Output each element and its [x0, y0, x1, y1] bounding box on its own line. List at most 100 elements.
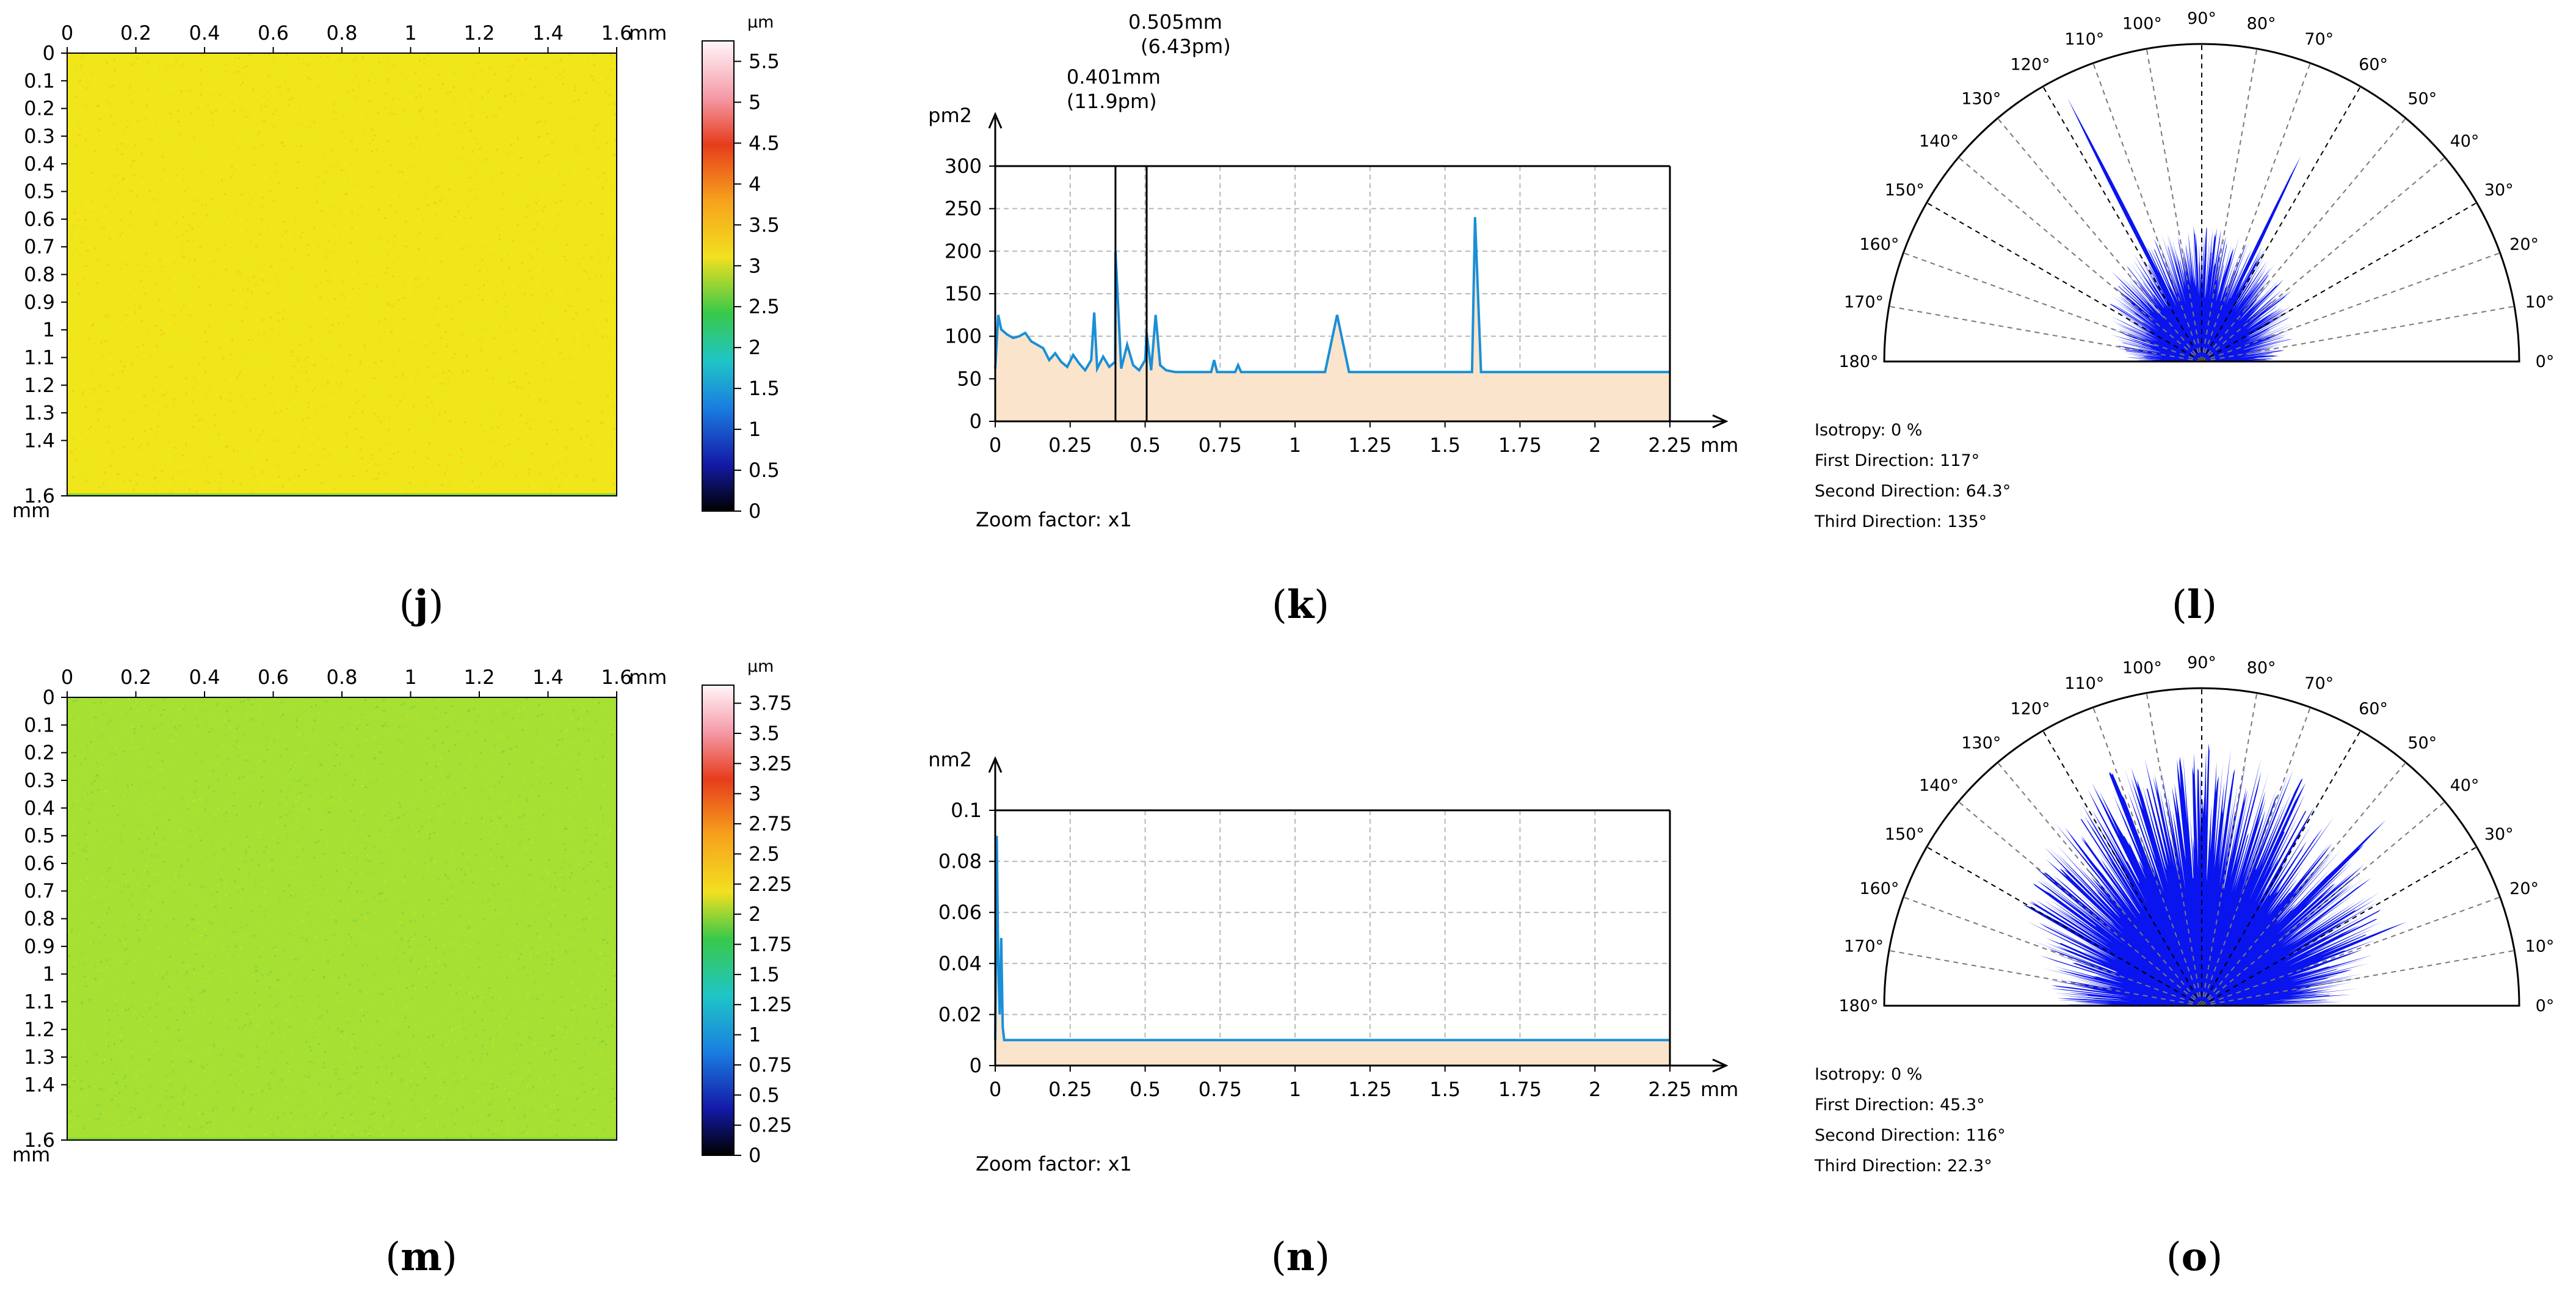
speckle-dot: [448, 774, 450, 776]
speckle-dot: [378, 463, 380, 466]
speckle-dot: [577, 54, 579, 57]
speckle-dot: [528, 473, 530, 475]
speckle-dot: [540, 181, 542, 184]
speckle-dot: [175, 834, 177, 836]
speckle-dot: [131, 981, 134, 984]
speckle-dot: [477, 142, 479, 145]
speckle-dot: [612, 483, 615, 485]
speckle-dot: [120, 1034, 122, 1036]
speckle-dot: [310, 310, 313, 313]
speckle-dot: [96, 128, 98, 131]
speckle-dot: [366, 992, 369, 994]
speckle-dot: [445, 337, 448, 340]
speckle-dot: [314, 1133, 316, 1135]
speckle-dot: [319, 797, 321, 800]
speckle-dot: [558, 173, 561, 175]
speckle-dot: [287, 1083, 289, 1085]
speckle-dot: [440, 261, 443, 263]
line-panel-k: 0 0.25 0.5 0.75 1 1.25 1.5 1.75 2 2.25 mm050100150…: [928, 10, 1738, 531]
speckle-dot: [274, 468, 277, 471]
speckle-dot: [387, 427, 389, 429]
speckle-dot: [234, 56, 237, 59]
speckle-dot: [434, 924, 436, 926]
speckle-dot: [570, 1009, 572, 1011]
x-axis-arrow: [1712, 414, 1729, 429]
speckle-dot: [496, 1033, 498, 1036]
speckle-dot: [85, 956, 87, 958]
speckle-dot: [269, 190, 271, 192]
speckle-dot: [614, 954, 616, 956]
speckle-dot: [187, 1108, 189, 1110]
speckle-dot: [296, 290, 297, 292]
speckle-dot: [162, 96, 165, 99]
speckle-dot: [255, 1061, 257, 1063]
speckle-dot: [241, 320, 244, 322]
speckle-dot: [326, 841, 328, 844]
speckle-dot: [544, 380, 546, 383]
speckle-dot: [351, 1135, 354, 1137]
speckle-dot: [521, 1011, 524, 1014]
speckle-dot: [508, 1092, 510, 1094]
speckle-dot: [371, 68, 373, 70]
speckle-dot: [344, 461, 346, 463]
speckle-dot: [279, 118, 281, 121]
speckle-dot: [445, 861, 447, 863]
speckle-dot: [79, 67, 82, 69]
speckle-dot: [476, 471, 479, 474]
speckle-dot: [161, 842, 164, 845]
speckle-dot: [554, 229, 557, 231]
speckle-dot: [443, 100, 444, 102]
speckle-dot: [460, 1063, 462, 1065]
speckle-dot: [340, 137, 343, 140]
speckle-dot: [327, 959, 329, 962]
speckle-dot: [423, 219, 424, 220]
speckle-dot: [158, 480, 160, 482]
speckle-dot: [346, 1033, 348, 1035]
speckle-dot: [258, 130, 261, 133]
speckle-dot: [418, 972, 421, 974]
speckle-dot: [535, 383, 537, 386]
speckle-dot: [421, 1097, 423, 1100]
speckle-dot: [506, 865, 508, 867]
speckle-dot: [153, 389, 155, 391]
speckle-dot: [435, 307, 437, 309]
speckle-dot: [297, 733, 299, 736]
speckle-dot: [435, 202, 437, 204]
speckle-dot: [416, 835, 418, 838]
speckle-dot: [596, 754, 598, 755]
speckle-dot: [463, 922, 465, 925]
speckle-dot: [467, 348, 470, 351]
speckle-dot: [610, 1100, 612, 1103]
speckle-dot: [192, 240, 195, 242]
speckle-dot: [371, 1043, 373, 1045]
speckle-dot: [557, 796, 560, 799]
speckle-dot: [508, 801, 510, 803]
speckle-dot: [427, 736, 429, 739]
speckle-dot: [95, 701, 97, 703]
speckle-dot: [402, 245, 404, 247]
speckle-dot: [286, 70, 288, 73]
speckle-dot: [103, 109, 105, 111]
speckle-dot: [476, 854, 478, 857]
speckle-dot: [272, 1103, 275, 1105]
speckle-dot: [402, 60, 405, 63]
speckle-dot: [421, 267, 423, 270]
speckle-dot: [556, 1109, 559, 1111]
speckle-dot: [403, 297, 405, 299]
speckle-dot: [388, 429, 390, 431]
speckle-dot: [499, 1023, 501, 1026]
speckle-dot: [84, 227, 86, 230]
speckle-dot: [137, 834, 139, 837]
speckle-dot: [303, 427, 305, 429]
speckle-dot: [578, 480, 581, 482]
speckle-dot: [592, 478, 595, 480]
speckle-dot: [540, 473, 542, 475]
speckle-dot: [554, 905, 556, 907]
speckle-dot: [327, 774, 330, 776]
speckle-dot: [327, 382, 329, 385]
speckle-dot: [363, 153, 366, 155]
speckle-dot: [536, 248, 539, 250]
speckle-dot: [377, 236, 380, 239]
speckle-dot: [317, 711, 320, 714]
speckle-dot: [123, 750, 125, 752]
